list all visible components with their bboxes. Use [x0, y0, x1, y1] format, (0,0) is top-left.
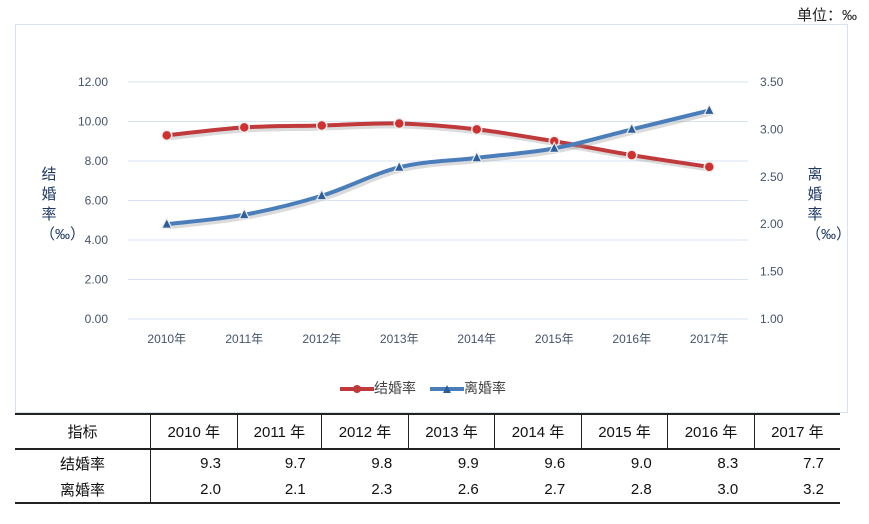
- data-point-marriage: [703, 161, 715, 173]
- data-point-divorce: [315, 188, 328, 201]
- data-point-divorce: [238, 207, 251, 220]
- table-header: 2013 年: [407, 413, 495, 450]
- legend-item-divorce: 离婚率: [430, 378, 506, 398]
- table-cell: 2.8: [581, 476, 668, 504]
- data-table: 指标 2010 年 2011 年 2012 年 2013 年 2014 年 20…: [15, 413, 840, 504]
- y2-tick-label: 3.50: [760, 75, 784, 89]
- data-point-marriage: [471, 123, 483, 136]
- table-cell: 9.8: [371, 454, 393, 472]
- row-label: 结婚率: [15, 449, 151, 476]
- table-cell: 2.7: [494, 476, 582, 504]
- x-tick-label: 2016年: [612, 332, 651, 346]
- table-header: 2011 年: [236, 413, 322, 450]
- y-tick-label: 12.00: [78, 75, 108, 89]
- y-axis-title: 结婚率（‰）: [40, 166, 86, 243]
- table-cell: 7.7: [803, 454, 824, 472]
- x-tick-label: 2017年: [690, 332, 729, 346]
- y2-tick-label: 2.50: [760, 170, 784, 184]
- y-tick-label: 10.00: [78, 115, 108, 129]
- x-tick-label: 2015年: [535, 332, 574, 346]
- x-tick-label: 2011年: [225, 332, 263, 346]
- table-header: 2015 年: [580, 413, 668, 450]
- legend: 结婚率 离婚率: [340, 378, 506, 398]
- data-point-divorce: [393, 159, 406, 172]
- table-cell: 3.2: [754, 476, 840, 504]
- y2-tick-label: 1.50: [760, 265, 784, 279]
- data-point-marriage: [238, 121, 250, 134]
- table-cell: 3.0: [667, 476, 755, 504]
- series-line-shadow: [168, 111, 712, 230]
- table-cell: 9.7: [284, 454, 306, 472]
- table-cell: 9.9: [457, 454, 479, 472]
- y-tick-label: 6.00: [85, 194, 109, 208]
- x-tick-label: 2010年: [147, 332, 186, 346]
- data-point-marriage: [626, 149, 638, 161]
- table-cell: 2.6: [408, 476, 495, 504]
- chart-area: [15, 24, 848, 413]
- table-cell: 8.3: [717, 454, 739, 472]
- x-tick-label: 2012年: [302, 332, 341, 346]
- table-header: 2017 年: [753, 413, 840, 450]
- y-tick-label: 8.00: [85, 154, 109, 168]
- data-point-marriage: [316, 119, 328, 132]
- table-header: 2014 年: [494, 413, 582, 450]
- y2-tick-label: 3.00: [760, 122, 784, 136]
- data-point-divorce: [160, 216, 173, 229]
- table-header: 2012 年: [321, 413, 409, 450]
- table-header: 2016 年: [667, 413, 755, 450]
- y-tick-label: 4.00: [85, 233, 109, 247]
- y-tick-label: 2.00: [85, 273, 109, 287]
- y2-tick-label: 2.00: [760, 217, 784, 231]
- unit-label: 单位：‰: [796, 7, 857, 24]
- data-point-marriage: [393, 117, 405, 130]
- data-point-marriage: [161, 129, 173, 142]
- data-point-divorce: [703, 103, 716, 116]
- table-cell: 2.0: [150, 476, 237, 504]
- table-cell: 9.3: [200, 454, 221, 472]
- table-cell: 9.6: [544, 454, 566, 472]
- table-row: 离婚率 2.0 2.1 2.3 2.6 2.7 2.8 3.0 3.2: [15, 476, 840, 504]
- x-tick-label: 2014年: [457, 332, 496, 346]
- table-row: 结婚率 9.3 9.7 9.8 9.9 9.6 9.0 8.3 7.7: [15, 449, 840, 476]
- table-cell: 2.1: [237, 476, 322, 504]
- x-tick-label: 2013年: [380, 332, 419, 346]
- data-point-divorce: [470, 150, 483, 163]
- series-line-marriage: [166, 121, 710, 169]
- legend-item-marriage: 结婚率: [340, 378, 416, 398]
- y2-axis-title: 离婚率（‰）: [806, 166, 852, 243]
- table-header: 2010 年: [150, 413, 237, 450]
- y2-tick-label: 1.00: [760, 312, 784, 326]
- table-cell: 9.0: [630, 454, 652, 472]
- data-point-divorce: [625, 122, 638, 134]
- table-header: 指标: [15, 413, 151, 450]
- series-line-divorce: [166, 108, 710, 227]
- data-point-divorce: [548, 141, 561, 153]
- table-cell: 2.3: [321, 476, 409, 504]
- row-label: 离婚率: [15, 476, 151, 504]
- y-tick-label: 0.00: [85, 312, 109, 326]
